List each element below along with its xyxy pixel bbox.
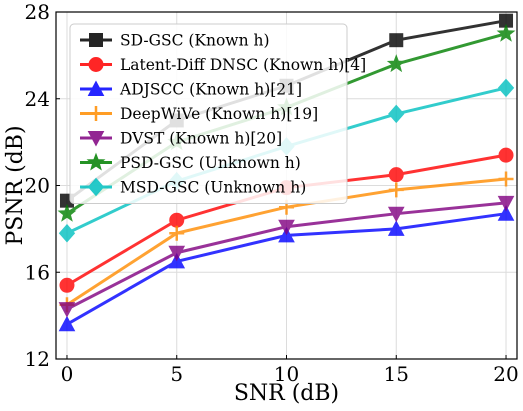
data-point <box>388 167 404 183</box>
legend-entry <box>80 106 112 121</box>
data-point <box>168 245 186 262</box>
data-point <box>496 23 516 42</box>
legend-entry <box>80 57 112 72</box>
data-point <box>389 33 404 48</box>
y-tick-label: 24 <box>25 87 50 111</box>
data-point <box>278 219 295 236</box>
x-axis-label: SNR (dB) <box>234 381 339 406</box>
data-point <box>58 315 76 332</box>
legend-label: PSD-GSC (Unknown h) <box>120 154 301 172</box>
data-point <box>387 220 405 236</box>
y-axis-label: PSNR (dB) <box>3 125 28 245</box>
data-point <box>59 277 75 293</box>
y-tick-label: 20 <box>25 174 50 198</box>
data-point <box>498 147 514 163</box>
data-point <box>58 302 76 318</box>
tick-labels: 0 5 10 15 20 12 16 20 24 28 <box>25 0 519 386</box>
y-tick-label: 12 <box>25 347 50 371</box>
legend-entry <box>80 152 112 171</box>
legend: SD-GSC (Known h) Latent-Diff DNSC (Known … <box>69 23 366 204</box>
data-point <box>57 203 77 222</box>
y-tick-label: 28 <box>25 0 50 24</box>
legend-marker <box>88 57 104 72</box>
data-point <box>386 54 406 73</box>
series-5 <box>58 195 515 318</box>
data-point <box>58 223 76 243</box>
x-tick-label: 5 <box>170 362 183 386</box>
x-tick-label: 0 <box>61 362 74 386</box>
data-point <box>388 104 405 124</box>
legend-marker <box>87 131 105 147</box>
data-point <box>497 78 515 98</box>
series-4 <box>59 171 514 313</box>
data-point <box>388 182 404 198</box>
data-point <box>497 195 515 212</box>
y-tick-label: 16 <box>25 260 50 284</box>
data-point <box>497 205 515 221</box>
legend-entry <box>80 131 112 147</box>
legend-entry <box>80 80 112 96</box>
legend-label: MSD-GSC (Unknown h) <box>120 179 306 197</box>
legend-box <box>69 23 348 204</box>
x-tick-label: 10 <box>274 362 299 386</box>
x-tick-label: 15 <box>384 362 409 386</box>
legend-marker <box>89 33 103 47</box>
data-point <box>169 225 185 241</box>
legend-label: DVST (Known h)[20] <box>120 130 282 148</box>
legend-marker <box>86 152 106 171</box>
legend-entry <box>80 177 112 197</box>
data-point <box>169 212 185 228</box>
legend-label: DeepWiVe (Known h)[19] <box>120 105 318 123</box>
legend-marker <box>88 106 104 121</box>
data-point <box>387 206 405 223</box>
x-tick-label: 20 <box>493 362 518 386</box>
legend-label: SD-GSC (Known h) <box>120 32 270 50</box>
legend-marker <box>87 80 105 96</box>
legend-label: Latent-Diff DNSC (Known h)[4] <box>120 56 366 74</box>
data-point <box>498 171 514 187</box>
legend-entry <box>80 33 112 47</box>
legend-label: ADJSCC (Known h)[21] <box>119 81 302 99</box>
legend-marker <box>87 177 105 197</box>
